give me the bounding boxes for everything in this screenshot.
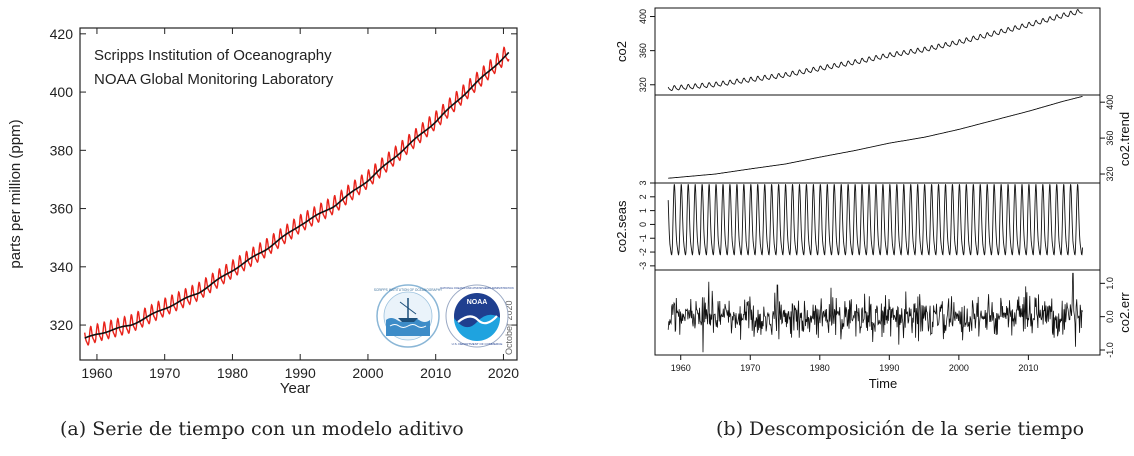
chart-b-frame-3 (654, 269, 1101, 356)
chart-b-panel-co2-seas: -3 -2 -1 0 1 2 3 co2.seas (614, 180, 1101, 271)
chart-a-series-monthly (84, 46, 510, 346)
chart-b-series-co2-seas (667, 184, 1083, 256)
noaa-logo-subtext: NATIONAL OCEANIC AND ATMOSPHERIC ADMINIS… (440, 286, 513, 290)
chart-b-ytick-label-1-0: 320 (1105, 167, 1115, 182)
chart-b-xtick-label-4: 2000 (949, 363, 969, 373)
chart-b-frame-1 (654, 94, 1101, 184)
chart-b-ytick-label-1-1: 360 (1105, 131, 1115, 146)
chart-a-ytick-label-2: 360 (50, 201, 74, 217)
chart-b-ytick-label-3-1: 0.0 (1105, 310, 1115, 323)
scripps-logo-icon: SCRIPPS INSTITUTION OF OCEANOGRAPHY (374, 284, 443, 348)
chart-b-ytick-label-3-2: 1.0 (1105, 277, 1115, 290)
chart-a-xtick-label-1: 1970 (149, 365, 180, 381)
chart-a: 320 340 360 380 400 420 1960 1970 1980 1990 2000 20… (7, 26, 519, 397)
chart-a-xlabel: Year (280, 380, 310, 397)
chart-b-xlabel: Time (869, 376, 897, 391)
scripps-logo-text: SCRIPPS INSTITUTION OF OCEANOGRAPHY (374, 288, 443, 292)
noaa-logo-icon: NOAA NATIONAL OCEANIC AND ATMOSPHERIC AD… (440, 284, 514, 348)
chart-b-series-co2-trend (668, 95, 1083, 179)
chart-a-xtick-label-2: 1980 (217, 365, 248, 381)
chart-b-series-co2 (667, 8, 1083, 91)
chart-b-ytick-label-2-4: 1 (638, 208, 648, 213)
chart-a-ytick-label-0: 320 (50, 317, 74, 333)
chart-a-xtick-label-0: 1960 (81, 365, 112, 381)
chart-b-series-co2-err (667, 272, 1083, 353)
chart-b-panel-co2: 320 360 400 co2 (614, 7, 1101, 96)
chart-b-ytick-label-2-0: -3 (638, 262, 648, 270)
chart-b-ytick-label-2-5: 2 (638, 194, 648, 199)
chart-a-xtick-label-3: 1990 (285, 365, 316, 381)
chart-a-xtick-label-4: 2000 (352, 365, 383, 381)
chart-b-xtick-label-2: 1980 (810, 363, 830, 373)
chart-b-ytick-label-0-1: 360 (638, 43, 648, 58)
chart-a-title-line-1: Scripps Institution of Oceanography (94, 47, 332, 64)
chart-a-title-line-2: NOAA Global Monitoring Laboratory (94, 71, 334, 88)
chart-b-panel-label-3: co2.err (1117, 292, 1132, 333)
chart-b-xtick-label-3: 1990 (879, 363, 899, 373)
chart-b-frame-0 (654, 7, 1101, 96)
chart-b-xtick-label-1: 1970 (740, 363, 760, 373)
chart-a-series-trend (84, 51, 510, 339)
chart-b-ytick-label-0-2: 400 (638, 9, 648, 24)
chart-a-xtick-label-6: 2020 (488, 365, 519, 381)
caption-a: (a) Serie de tiempo con un modelo aditiv… (60, 418, 464, 440)
chart-a-ytick-label-3: 380 (50, 142, 74, 158)
chart-a-annotation: October 2020 (504, 300, 514, 355)
chart-b-ytick-label-2-3: 0 (638, 222, 648, 227)
chart-b-panel-label-2: co2.seas (614, 200, 629, 253)
noaa-logo-text: NOAA (467, 299, 488, 306)
chart-a-xtick-label-5: 2010 (420, 365, 451, 381)
chart-a-ytick-label-5: 420 (50, 26, 74, 42)
chart-b-ytick-label-2-1: -2 (638, 248, 648, 256)
chart-b-ytick-label-1-2: 400 (1105, 95, 1115, 110)
chart-b-ytick-label-2-2: -1 (638, 234, 648, 242)
chart-b-panel-label-1: co2.trend (1117, 112, 1132, 166)
chart-b-ytick-label-2-6: 3 (638, 180, 648, 185)
chart-b-panel-label-0: co2 (614, 41, 629, 62)
chart-b-xtick-label-0: 1960 (671, 363, 691, 373)
chart-b: 320360400co2320360400co2.trend-3-2-10123… (614, 7, 1132, 391)
caption-b: (b) Descomposición de la serie tiempo (716, 418, 1085, 440)
chart-a-ylabel: parts per million (ppm) (7, 119, 24, 268)
chart-b-ytick-label-0-0: 320 (638, 77, 648, 92)
chart-a-plot-frame (79, 27, 518, 361)
chart-b-xtick-label-5: 2010 (1018, 363, 1038, 373)
chart-a-ytick-label-4: 400 (50, 84, 74, 100)
chart-a-ytick-label-1: 340 (50, 259, 74, 275)
chart-b-ytick-label-3-0: -1.0 (1105, 342, 1115, 358)
noaa-logo-dept: U.S. DEPARTMENT OF COMMERCE (452, 342, 503, 346)
